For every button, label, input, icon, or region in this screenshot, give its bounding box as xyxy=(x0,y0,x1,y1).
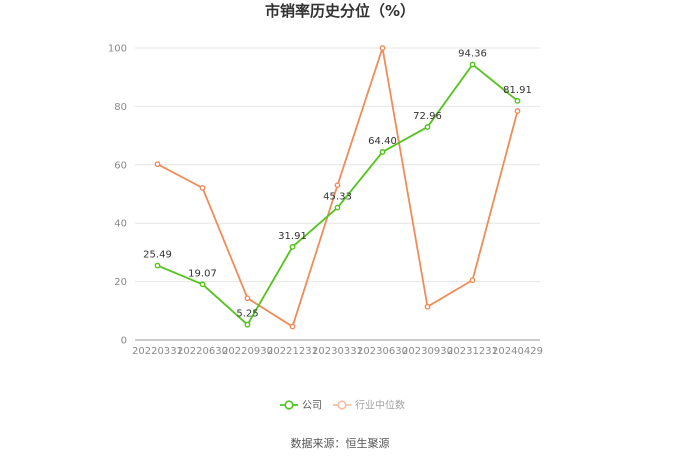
company-point xyxy=(424,124,431,130)
source-text: 数据来源：恒生聚源 xyxy=(291,436,390,450)
industry-median-point xyxy=(514,108,521,114)
industry-median-point xyxy=(469,277,476,284)
x-tick-label: 20220331 xyxy=(132,346,183,357)
x-tick-label: 20230331 xyxy=(312,346,363,357)
x-tick-label: 20240429 xyxy=(492,346,543,357)
legend[interactable]: 公司 行业中位数 xyxy=(280,399,405,412)
industry-median-point xyxy=(379,45,386,51)
legend-item-industry-median[interactable]: 行业中位数 xyxy=(333,399,405,412)
y-tick-label: 0 xyxy=(121,336,127,347)
company-point xyxy=(199,281,206,288)
x-axis: 2022033120220630202209302022123120230331… xyxy=(132,339,543,357)
x-tick-label: 20220630 xyxy=(177,346,228,357)
data-label: 31.91 xyxy=(278,231,307,242)
chart-title: 市销率历史分位（%） xyxy=(265,2,415,20)
y-tick-label: 100 xyxy=(108,44,127,55)
y-tick-label: 40 xyxy=(114,219,127,230)
company-point xyxy=(514,97,521,104)
x-tick-label: 20220930 xyxy=(222,346,273,357)
legend-marker-icon xyxy=(337,400,347,410)
industry-median-point xyxy=(154,161,161,168)
series-layer xyxy=(154,45,521,330)
data-label: 64.40 xyxy=(368,136,397,147)
y-axis-ticks: 0 20 40 60 80 100 xyxy=(108,44,127,347)
company-point xyxy=(334,204,341,211)
data-label: 72.96 xyxy=(413,111,442,122)
x-tick-label: 20221231 xyxy=(267,346,318,357)
company-point xyxy=(289,243,296,250)
y-tick-label: 20 xyxy=(114,277,127,288)
y-tick-label: 80 xyxy=(114,102,127,113)
legend-label: 公司 xyxy=(302,401,322,412)
data-label: 94.36 xyxy=(458,48,487,59)
legend-label: 行业中位数 xyxy=(355,399,405,412)
industry-median-point xyxy=(289,323,296,330)
data-label: 81.91 xyxy=(503,85,532,96)
data-labels: 25.49 19.07 5.25 31.91 45.33 64.40 72.96 94.36 8… xyxy=(143,48,532,319)
data-label: 5.25 xyxy=(236,309,258,320)
legend-marker-icon xyxy=(284,400,294,410)
x-tick-label: 20230930 xyxy=(402,346,453,357)
company-point xyxy=(379,149,386,155)
company-point xyxy=(244,321,251,328)
x-tick-label: 20231231 xyxy=(447,346,498,357)
industry-median-point xyxy=(334,182,341,189)
grid-lines xyxy=(135,47,540,283)
legend-item-company[interactable]: 公司 xyxy=(280,400,322,412)
data-label: 45.33 xyxy=(323,192,352,203)
company-point xyxy=(469,61,476,68)
x-tick-label: 20230630 xyxy=(357,346,408,357)
y-tick-label: 60 xyxy=(114,160,127,171)
industry-median-point xyxy=(424,303,431,310)
industry-median-point xyxy=(199,184,206,191)
industry-median-point xyxy=(244,295,251,302)
data-label: 19.07 xyxy=(188,268,217,279)
data-label: 25.49 xyxy=(143,250,172,261)
company-point xyxy=(154,262,161,269)
